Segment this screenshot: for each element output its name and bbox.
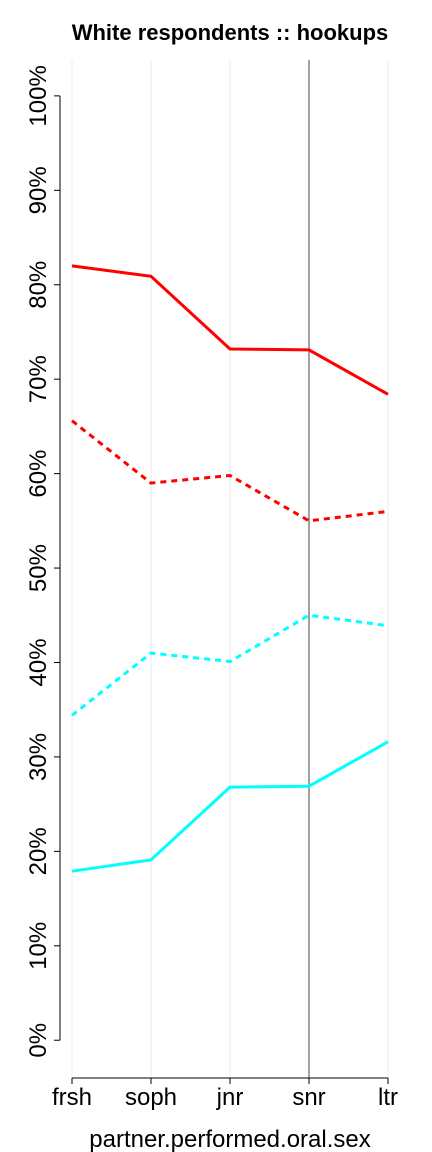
y-tick-label: 90% (25, 166, 52, 214)
x-tick-label: snr (292, 1084, 325, 1111)
x-tick-label: ltr (378, 1084, 398, 1111)
line-series (71, 264, 389, 396)
line-series (71, 613, 389, 717)
x-tick-label: jnr (216, 1084, 244, 1111)
y-tick-label: 50% (25, 544, 52, 592)
y-tick-label: 80% (25, 261, 52, 309)
y-tick-label: 30% (25, 733, 52, 781)
y-tick-label: 70% (25, 355, 52, 403)
chart-title: White respondents :: hookups (72, 20, 389, 45)
x-axis-label: partner.performed.oral.sex (89, 1126, 370, 1152)
x-tick-label: soph (125, 1084, 177, 1111)
y-tick-label: 40% (25, 638, 52, 686)
y-tick-label: 20% (25, 827, 52, 875)
x-tick-label: frsh (52, 1084, 92, 1111)
y-tick-label: 10% (25, 922, 52, 970)
y-tick-label: 60% (25, 450, 52, 498)
y-tick-label: 100% (25, 65, 52, 126)
line-series (71, 419, 389, 523)
y-tick-label: 0% (25, 1023, 52, 1058)
line-series (71, 740, 389, 873)
